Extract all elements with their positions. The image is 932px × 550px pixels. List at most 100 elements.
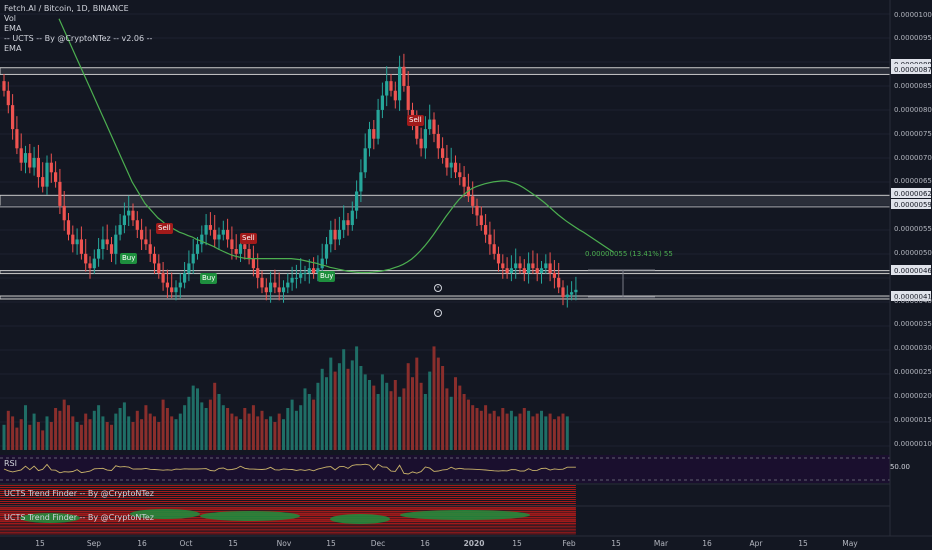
candle-body — [350, 210, 354, 226]
volume-bar — [320, 368, 324, 450]
rsi-label[interactable]: RSI — [4, 459, 17, 468]
buy-signal-label: Buy — [200, 273, 218, 284]
candle-body — [376, 109, 380, 139]
candle-body — [127, 210, 131, 216]
candle-body — [152, 253, 157, 264]
volume-bar — [204, 408, 208, 450]
x-tick-label: 15 — [798, 539, 808, 548]
candle-body — [398, 66, 402, 101]
trend-stripe — [0, 521, 576, 523]
y-price-tag — [891, 64, 931, 74]
volume-bar — [161, 399, 165, 450]
volume-bar — [217, 394, 221, 450]
x-tick-label: May — [842, 539, 858, 548]
volume-bar — [350, 360, 354, 450]
candle-body — [58, 181, 62, 206]
volume-bar — [67, 405, 70, 450]
volume-bar — [135, 410, 139, 450]
trend-stripe — [0, 489, 576, 490]
volume-bar — [385, 382, 389, 450]
volume-bar — [402, 388, 406, 450]
buy-signal-label: Buy — [120, 253, 138, 264]
candle-body — [458, 172, 462, 178]
candle-body — [501, 263, 505, 269]
candle-body — [423, 129, 427, 149]
candle-body — [445, 157, 449, 168]
volume-bar — [475, 408, 479, 450]
candle-body — [419, 138, 423, 149]
volume-bar — [406, 363, 410, 450]
volume-indicator-label[interactable]: Vol — [4, 14, 16, 23]
volume-bar — [277, 413, 281, 450]
candle-body — [84, 253, 88, 264]
volume-bar — [518, 413, 522, 450]
y-price-tag — [891, 199, 931, 209]
candle-body — [97, 249, 101, 259]
volume-bar — [552, 419, 556, 450]
volume-bar — [466, 399, 470, 450]
ema-indicator-label[interactable]: EMA — [4, 24, 22, 33]
x-tick-label: 16 — [702, 539, 712, 548]
candle-body — [221, 229, 225, 235]
volume-bar — [127, 416, 131, 450]
volume-bar — [174, 419, 178, 450]
trend-stripe — [0, 523, 576, 524]
volume-bar — [436, 357, 440, 450]
y-price-tag — [891, 291, 931, 301]
trend-finder-label-2[interactable]: UCTS Trend Finder -- By @CryptoNTez — [4, 513, 154, 522]
volume-bar — [561, 413, 565, 450]
candle-body — [539, 268, 544, 274]
volume-bar — [110, 424, 113, 450]
candle-body — [303, 273, 307, 275]
price-zone — [0, 270, 891, 275]
y-tick-label: 0.00000100 — [894, 440, 932, 448]
ema-indicator-label-2[interactable]: EMA — [4, 44, 22, 53]
trend-stripe — [0, 526, 576, 527]
candle-body — [307, 268, 311, 274]
volume-bar — [226, 408, 230, 450]
candle-body — [204, 225, 208, 235]
candle-body — [281, 287, 286, 293]
volume-bar — [329, 357, 333, 450]
price-zone — [0, 295, 891, 300]
price-zone — [0, 67, 891, 75]
ucts-indicator-label[interactable]: -- UCTS -- By @CryptoNTez -- v2.06 -- — [4, 34, 153, 43]
measure-tool — [434, 269, 655, 317]
candle-body — [144, 239, 148, 245]
candle-body — [324, 244, 329, 259]
candle-body — [522, 268, 526, 274]
alarm-clock-face — [434, 309, 442, 317]
trend-stripe — [0, 532, 576, 533]
candle-body — [28, 153, 32, 168]
volume-bars — [2, 346, 569, 450]
y-price-tag — [891, 265, 931, 275]
candle-body — [256, 268, 260, 278]
volume-bar — [492, 410, 496, 450]
candle-body — [432, 119, 436, 134]
x-tick-label: Dec — [371, 539, 386, 548]
y-tick-label: 0.00000598 — [894, 201, 932, 209]
candle-body — [496, 253, 501, 264]
candle-body — [71, 234, 75, 245]
candle-body — [342, 220, 346, 230]
trend-finder-label-1[interactable]: UCTS Trend Finder -- By @CryptoNTez — [4, 489, 154, 498]
volume-bar — [565, 416, 569, 450]
volume-bar — [88, 419, 92, 450]
symbol-title[interactable]: Fetch.AI / Bitcoin, 1D, BINANCE — [4, 4, 129, 13]
candle-body — [264, 287, 268, 293]
buy-signal-label: Buy — [318, 271, 336, 282]
candle-body — [436, 133, 440, 149]
candle-body — [161, 273, 165, 283]
candle-body — [2, 81, 6, 91]
volume-bar — [170, 416, 174, 450]
candle-body — [226, 229, 230, 240]
volume-bar — [28, 424, 32, 450]
candle-body — [178, 282, 182, 288]
candle-body — [406, 85, 410, 110]
candle-body — [561, 287, 565, 297]
x-tick-label: 15 — [326, 539, 336, 548]
volume-bar — [380, 374, 384, 450]
